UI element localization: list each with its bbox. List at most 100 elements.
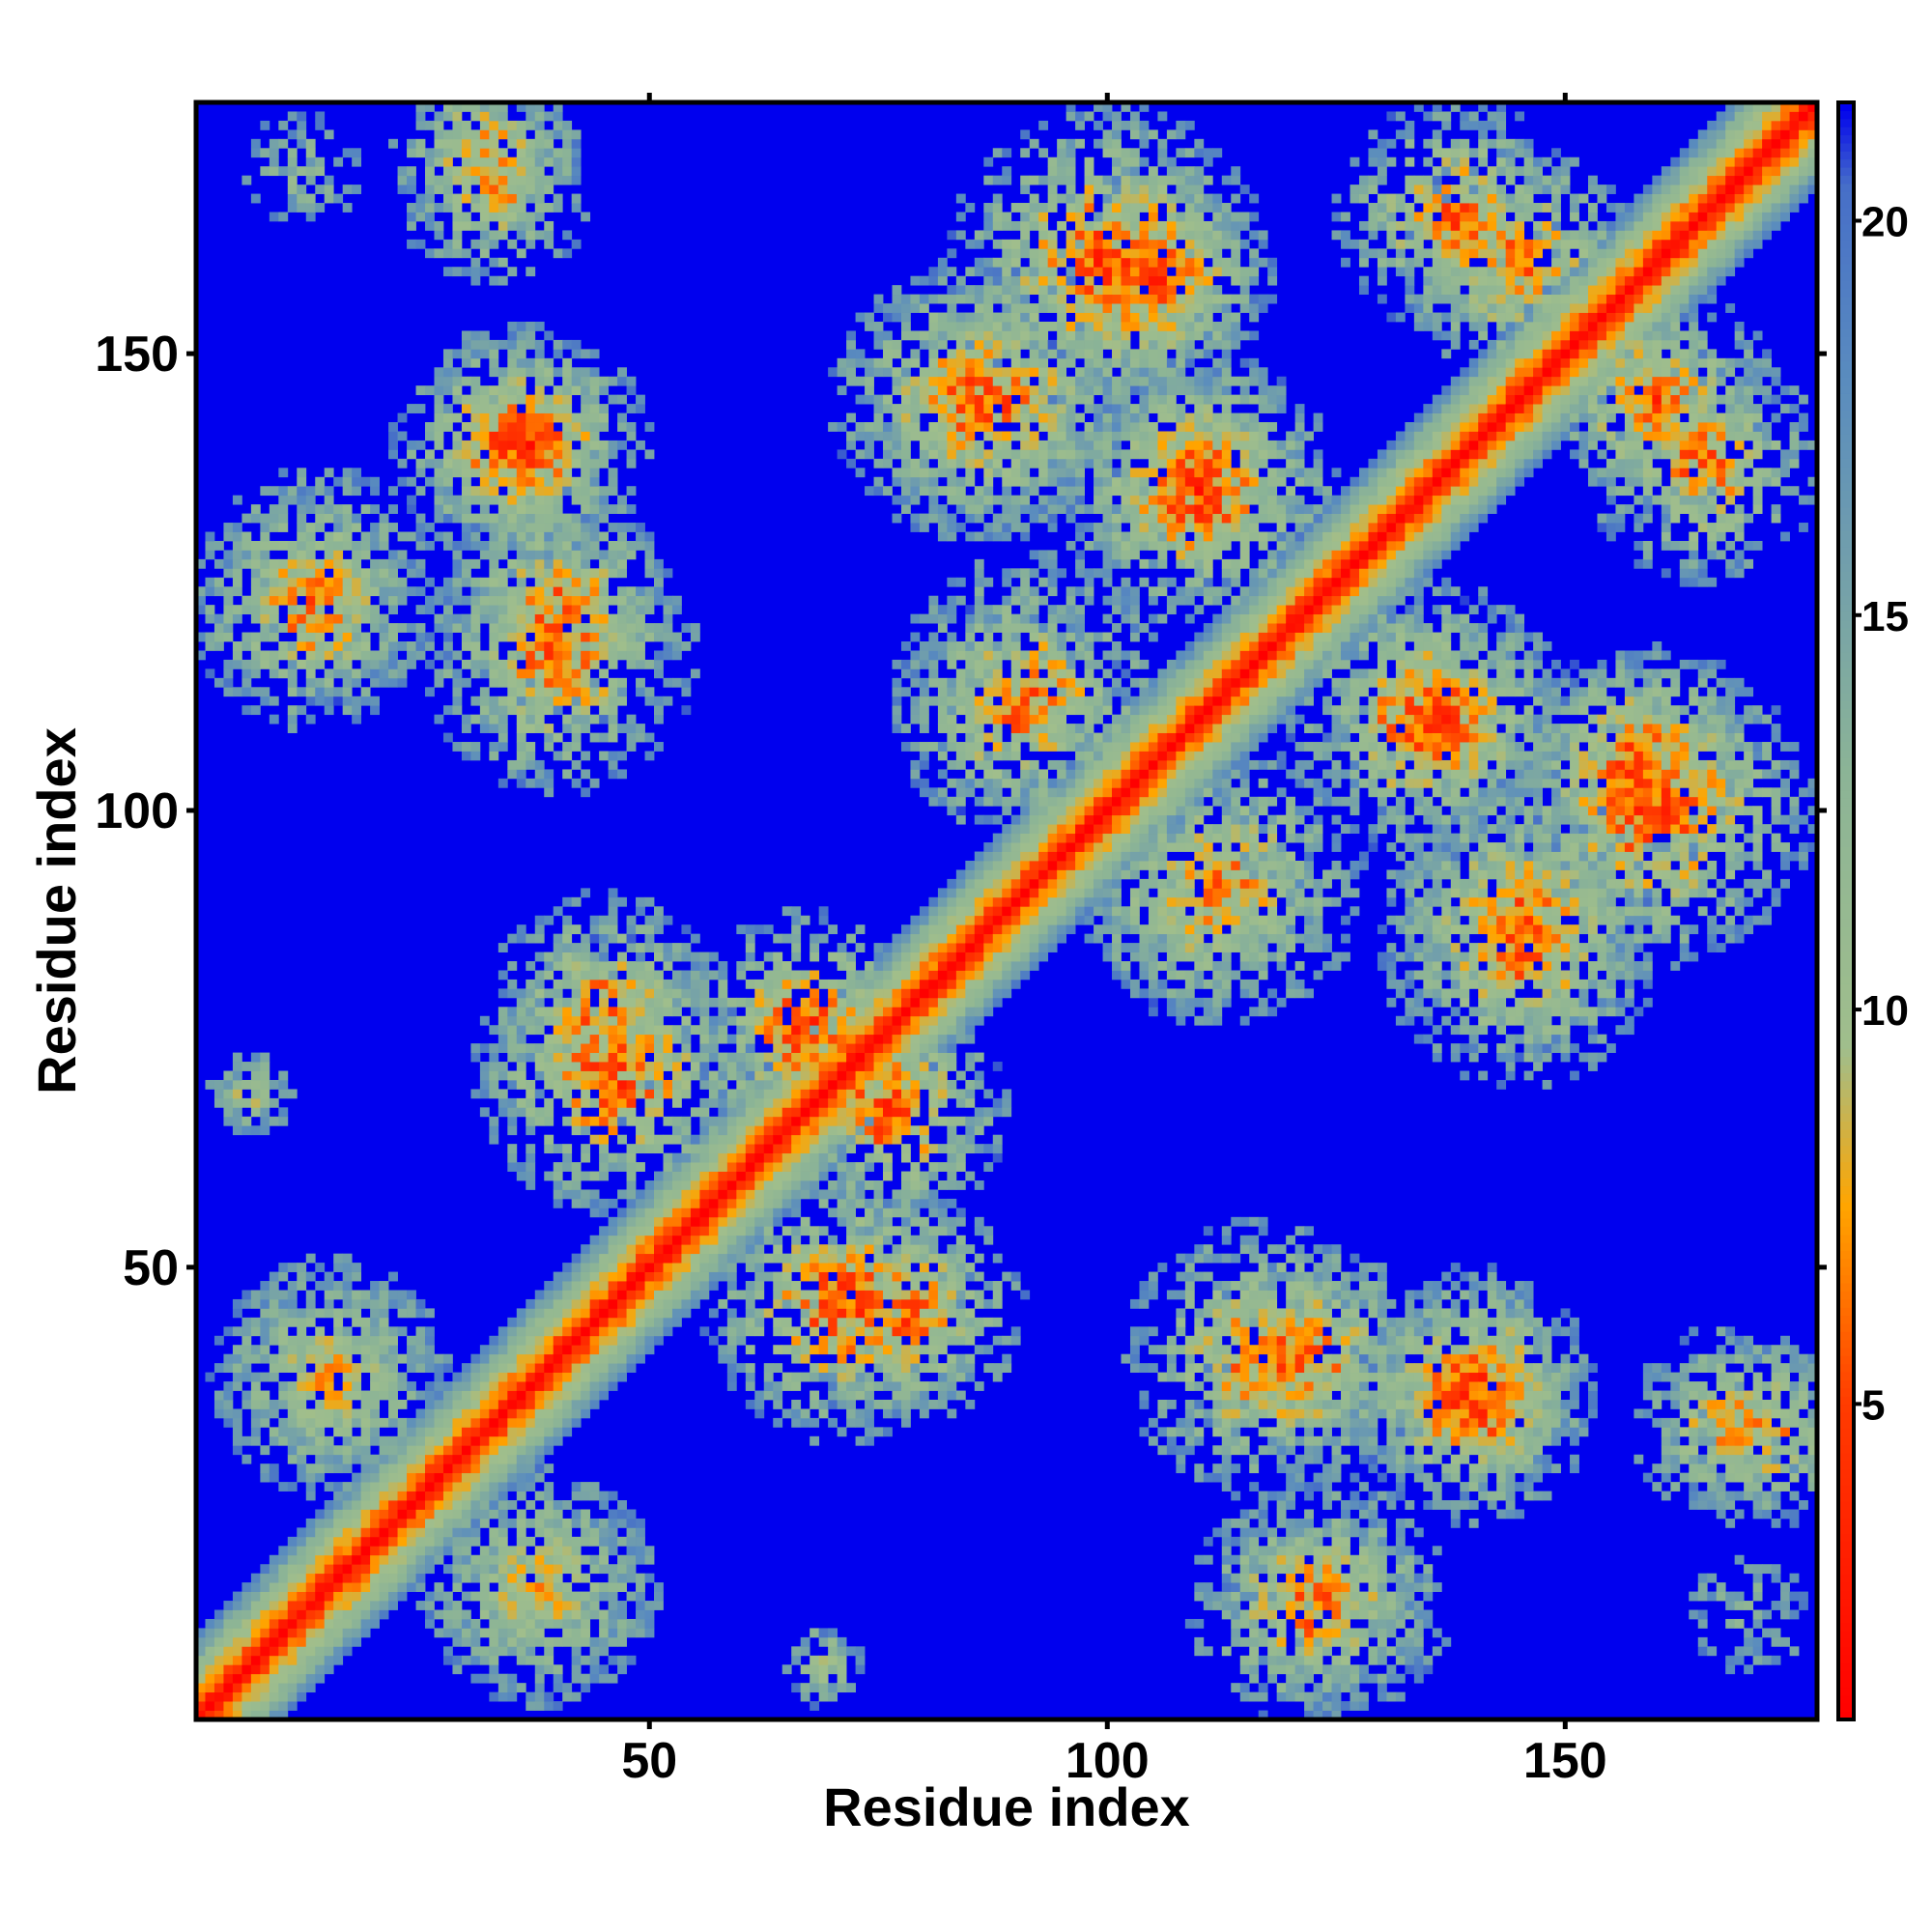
heatmap-cell <box>242 1636 252 1647</box>
heatmap-cell <box>617 896 627 907</box>
heatmap-cell <box>562 523 573 532</box>
heatmap-cell <box>617 1345 627 1355</box>
heatmap-cell <box>278 577 289 587</box>
heatmap-cell <box>654 1281 664 1291</box>
heatmap-cell <box>571 239 582 249</box>
heatmap-cell <box>352 613 362 624</box>
heatmap-cell <box>497 1582 508 1592</box>
heatmap-cell <box>855 988 866 999</box>
heatmap-cell <box>434 1353 444 1364</box>
heatmap-cell <box>636 650 645 661</box>
heatmap-cell <box>663 1216 673 1227</box>
heatmap-cell <box>388 668 398 679</box>
heatmap-cell <box>846 1381 856 1391</box>
heatmap-cell <box>526 1445 536 1456</box>
heatmap-cell <box>287 111 298 122</box>
heatmap-cell <box>599 997 610 1008</box>
heatmap-cell <box>250 1710 261 1720</box>
heatmap-cell <box>269 613 279 624</box>
heatmap-cell <box>287 714 298 724</box>
heatmap-cell <box>315 1609 326 1620</box>
heatmap-cell <box>489 102 499 112</box>
heatmap-cell <box>287 1399 298 1409</box>
heatmap-cell <box>489 156 499 167</box>
heatmap-cell <box>242 632 252 642</box>
heatmap-cell <box>562 1162 573 1172</box>
heatmap-cell <box>489 1573 499 1583</box>
heatmap-cell <box>781 1408 792 1419</box>
heatmap-cell <box>553 504 563 514</box>
heatmap-cell <box>242 605 252 615</box>
heatmap-cell <box>425 1536 435 1547</box>
heatmap-cell <box>379 1564 389 1575</box>
heatmap-cell <box>442 1390 453 1401</box>
heatmap-cell <box>232 586 242 597</box>
heatmap-cell <box>699 1007 710 1017</box>
heatmap-cell <box>544 915 554 925</box>
heatmap-cell <box>297 1281 307 1291</box>
heatmap-cell <box>736 1125 747 1136</box>
heatmap-cell <box>626 540 637 551</box>
heatmap-cell <box>846 1144 856 1154</box>
heatmap-cell <box>800 1353 810 1364</box>
heatmap-cell <box>837 357 847 368</box>
heatmap-cell <box>671 1116 682 1126</box>
heatmap-cell <box>442 193 453 204</box>
heatmap-cell <box>324 1618 334 1629</box>
heatmap-cell <box>516 321 526 331</box>
heatmap-cell <box>855 1326 866 1337</box>
heatmap-cell <box>644 1198 655 1208</box>
heatmap-cell <box>507 659 518 669</box>
heatmap-cell <box>434 1363 444 1374</box>
heatmap-cell <box>534 970 545 980</box>
heatmap-cell <box>726 1097 737 1108</box>
heatmap-cell <box>736 1244 747 1255</box>
heatmap-cell <box>534 613 545 624</box>
heatmap-cell <box>581 1390 591 1401</box>
heatmap-cell <box>773 1007 783 1017</box>
heatmap-cell <box>562 166 573 177</box>
heatmap-cell <box>333 641 344 651</box>
heatmap-cell <box>544 1527 554 1538</box>
heatmap-cell <box>553 1500 563 1510</box>
heatmap-cell <box>699 1189 710 1200</box>
heatmap-cell <box>507 1582 518 1592</box>
heatmap-cell <box>828 1381 838 1391</box>
heatmap-cell <box>452 1582 463 1592</box>
heatmap-cell <box>489 468 499 478</box>
heatmap-cell <box>507 1399 518 1409</box>
heatmap-cell <box>534 1509 545 1520</box>
heatmap-cell <box>553 1372 563 1382</box>
heatmap-cell <box>250 193 261 204</box>
heatmap-cell <box>818 1683 829 1693</box>
heatmap-cell <box>810 1097 820 1108</box>
heatmap-cell <box>297 1591 307 1602</box>
heatmap-cell <box>589 422 600 432</box>
heatmap-cell <box>250 1062 261 1071</box>
heatmap-cell <box>415 458 426 469</box>
heatmap-cell <box>581 1070 591 1081</box>
heatmap-cell <box>324 1390 334 1401</box>
heatmap-cell <box>617 1079 627 1090</box>
heatmap-cell <box>883 1290 893 1300</box>
heatmap-cell <box>287 1381 298 1391</box>
heatmap-cell <box>507 1390 518 1401</box>
heatmap-cell <box>644 568 655 579</box>
heatmap-cell <box>352 1573 362 1583</box>
heatmap-cell <box>360 595 371 606</box>
heatmap-cell <box>497 203 508 213</box>
heatmap-cell <box>873 1308 884 1319</box>
heatmap-cell <box>223 1710 234 1720</box>
heatmap-cell <box>828 1162 838 1172</box>
heatmap-cell <box>865 1353 874 1364</box>
heatmap-cell <box>589 952 600 962</box>
heatmap-cell <box>507 696 518 706</box>
heatmap-cell <box>489 138 499 149</box>
heatmap-cell <box>599 915 610 925</box>
heatmap-cell <box>278 586 289 597</box>
heatmap-cell <box>763 1381 774 1391</box>
heatmap-cell <box>617 1601 627 1610</box>
heatmap-cell <box>315 1601 326 1610</box>
heatmap-cell <box>370 1564 380 1575</box>
heatmap-cell <box>846 1271 856 1282</box>
